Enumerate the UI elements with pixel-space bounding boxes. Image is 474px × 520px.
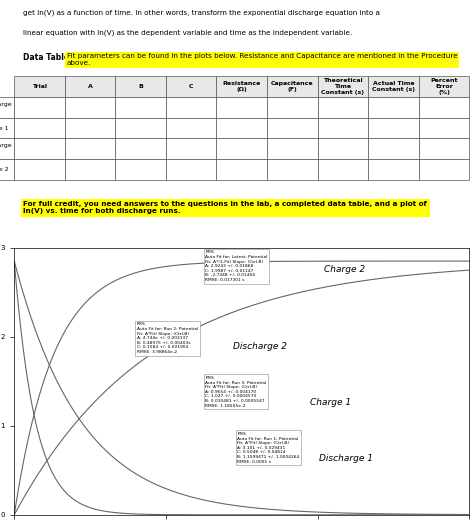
Text: For full credit, you need answers to the questions in the lab, a completed data : For full credit, you need answers to the… xyxy=(23,201,427,214)
Text: Charge 1: Charge 1 xyxy=(310,398,351,407)
Text: RRS
Auto Fit for: Run 2: Potential
Fit: A*Fit) Slope: (Ctrl-B)
A: 4.744e +/- 0.0: RRS Auto Fit for: Run 2: Potential Fit: … xyxy=(137,322,198,354)
Text: RRS
Auto Fit for: Run 3: Potential
Fit: A*Fit) Slope: (Ctrl-B)
A: 0.9654 +/- 0.0: RRS Auto Fit for: Run 3: Potential Fit: … xyxy=(205,376,266,408)
Text: Discharge 1: Discharge 1 xyxy=(319,454,373,463)
Text: RRS
Auto Fit for: Run 1: Potential
Fit: A*Fit) Slope: (Ctrl-B)
A: 3.101 +/- 0.02: RRS Auto Fit for: Run 1: Potential Fit: … xyxy=(237,432,300,464)
Text: Discharge 2: Discharge 2 xyxy=(233,342,287,351)
Text: Fit parameters can be found in the plots below. Resistance and Capacitance are m: Fit parameters can be found in the plots… xyxy=(66,54,457,67)
Text: Charge 2: Charge 2 xyxy=(324,265,365,274)
Text: RRS
Auto Fit for: Latest: Potential
Fit: A*(1-Fit) Slope: (Ctrl-B)
A: 2.9243 +/-: RRS Auto Fit for: Latest: Potential Fit:… xyxy=(205,251,268,282)
Text: Data Table:: Data Table: xyxy=(23,54,75,62)
Text: linear equation with ln(V) as the dependent variable and time as the independent: linear equation with ln(V) as the depend… xyxy=(23,30,353,36)
Text: get ln(V) as a function of time. In other words, transform the exponential disch: get ln(V) as a function of time. In othe… xyxy=(23,10,380,17)
